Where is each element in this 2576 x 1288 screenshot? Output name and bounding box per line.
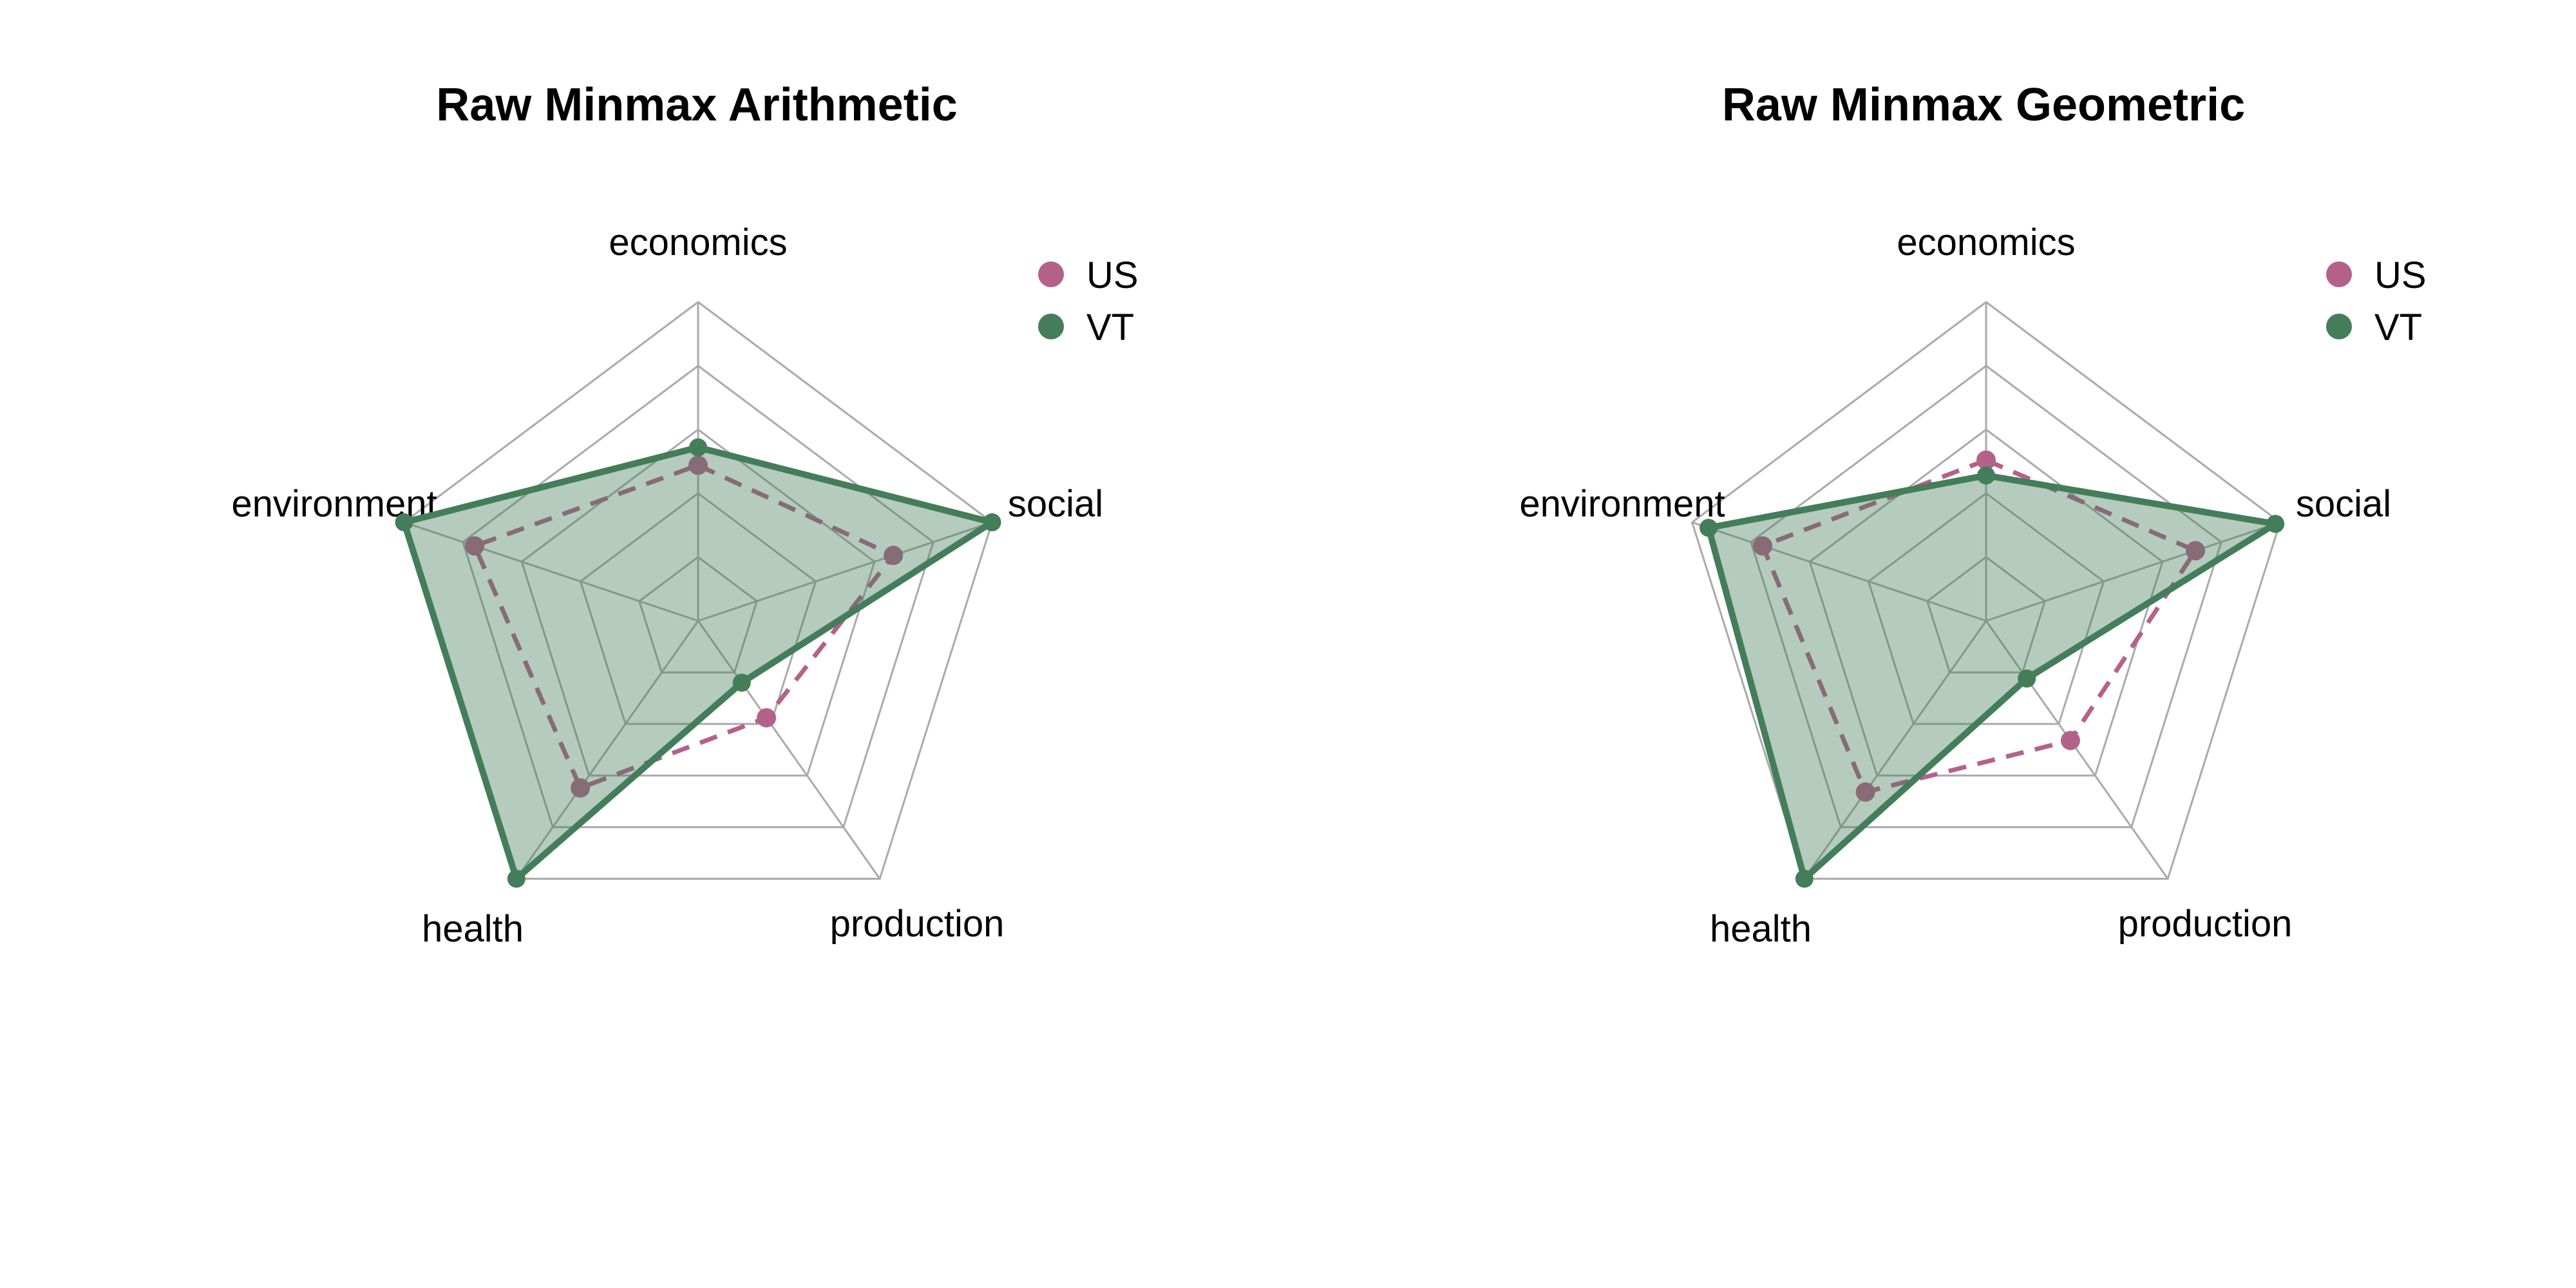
legend-marker-US [1038, 261, 1064, 287]
data-point-US-environment [465, 536, 485, 556]
axis-spoke-environment [404, 521, 699, 622]
grid-ring [1690, 301, 2282, 880]
data-point-US-economics [1976, 450, 1996, 470]
data-point-US-production [757, 708, 777, 728]
data-point-US-health [1855, 782, 1875, 802]
axis-spoke-production [1985, 620, 2169, 880]
grid-ring [1808, 428, 2164, 777]
axis-label-health: health [1710, 908, 1812, 950]
axis-spoke-environment [1692, 521, 1987, 622]
data-point-US-economics [688, 455, 708, 475]
legend-label-US: US [1086, 254, 1139, 296]
legend-label-US: US [2374, 254, 2427, 296]
grid-ring [520, 428, 876, 777]
data-point-VT-social [983, 513, 1001, 532]
chart-title: Raw Minmax Geometric [1722, 79, 2245, 131]
data-point-US-health [571, 778, 591, 798]
series-line-US [471, 462, 897, 791]
grid-ring [402, 301, 994, 880]
data-point-VT-economics [1977, 466, 1995, 485]
series-line-VT [1705, 472, 2279, 882]
data-point-US-social [884, 545, 904, 565]
data-point-VT-environment [1700, 518, 1718, 537]
legend-marker-US [2326, 261, 2352, 287]
data-point-US-social [2186, 541, 2206, 561]
legend-marker-VT [2326, 314, 2352, 339]
legend-label-VT: VT [1086, 307, 1134, 348]
series-line-US [1759, 457, 2199, 795]
data-point-US-environment [1753, 536, 1773, 556]
axis-label-economics: economics [609, 222, 787, 263]
data-point-VT-production [2018, 669, 2036, 688]
data-point-VT-production [732, 674, 751, 692]
axis-label-production: production [2118, 903, 2293, 945]
grid-ring [462, 365, 934, 828]
grid-ring [1926, 556, 2047, 674]
axis-label-economics: economics [1897, 222, 2075, 263]
axis-spoke-social [697, 521, 992, 622]
axis-spoke-health [1803, 620, 1987, 880]
data-point-VT-health [1795, 869, 1814, 888]
chart-title: Raw Minmax Arithmetic [436, 79, 958, 131]
data-point-US-production [2060, 730, 2080, 750]
data-point-VT-health [507, 869, 526, 888]
radar-chart-arithmetic: Raw Minmax Arithmetic economics social pro… [231, 79, 1138, 950]
grid-ring [638, 556, 759, 674]
grid-ring [1867, 492, 2105, 725]
data-point-VT-social [2266, 515, 2285, 533]
axis-label-production: production [830, 903, 1005, 945]
data-point-VT-economics [689, 438, 707, 457]
legend-marker-VT [1038, 314, 1064, 339]
axis-spoke-production [697, 620, 881, 880]
radar-chart-geometric: Raw Minmax Geometric economics social prod… [1519, 79, 2426, 950]
data-point-VT-environment [395, 513, 413, 532]
axis-spoke-health [515, 620, 699, 880]
axis-label-health: health [422, 908, 524, 950]
series-line-VT [401, 444, 996, 882]
axis-label-environment: environment [1519, 483, 1725, 525]
axis-label-social: social [1008, 483, 1103, 525]
legend-label-VT: VT [2374, 307, 2422, 348]
axis-label-social: social [2296, 483, 2391, 525]
axis-spoke-social [1985, 521, 2280, 622]
